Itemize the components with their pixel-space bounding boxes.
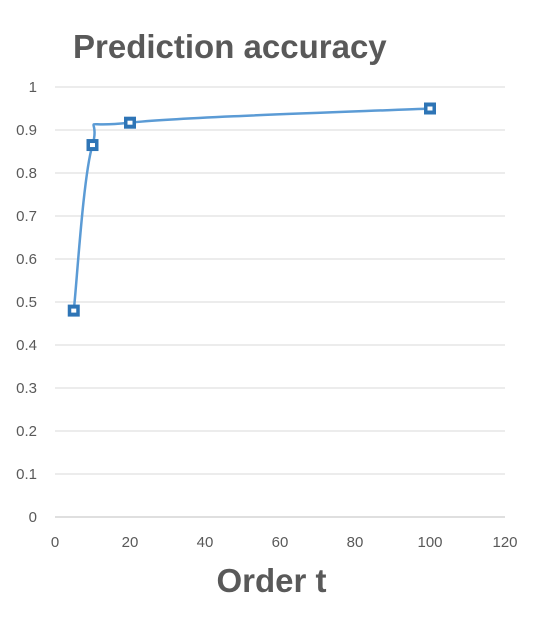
chart-title: Prediction accuracy	[73, 28, 387, 65]
data-point-marker	[67, 304, 80, 317]
y-tick-label: 0.8	[16, 165, 37, 182]
x-tick-label: 40	[197, 534, 214, 551]
y-tick-label: 0.5	[16, 294, 37, 311]
y-tick-label: 0.2	[16, 423, 37, 440]
data-point-marker	[124, 116, 136, 129]
x-tick-label: 0	[51, 534, 59, 551]
x-tick-label: 80	[347, 534, 364, 551]
x-tick-label: 20	[122, 534, 139, 551]
y-tick-label: 0.6	[16, 251, 37, 268]
series-line	[72, 107, 431, 311]
x-tick-label: 120	[492, 534, 517, 551]
y-tick-label: 0.4	[16, 337, 37, 354]
y-tick-label: 0.9	[16, 122, 37, 139]
y-tick-label: 0.1	[16, 466, 37, 483]
series-layer	[67, 102, 436, 317]
y-tick-label: 0	[29, 509, 37, 526]
y-tick-label: 0.3	[16, 380, 37, 397]
gridlines	[55, 86, 505, 518]
x-axis-tick-labels: 0 20 40 60 80 100 120	[51, 534, 518, 551]
data-point-marker	[86, 139, 99, 152]
y-tick-label: 1	[29, 79, 37, 96]
x-tick-label: 100	[417, 534, 442, 551]
data-point-marker	[424, 102, 436, 115]
y-axis-tick-labels: 0 0.1 0.2 0.3 0.4 0.5 0.6 0.7 0.8 0.9 1	[16, 79, 37, 526]
x-tick-label: 60	[272, 534, 289, 551]
y-tick-label: 0.7	[16, 208, 37, 225]
x-axis-title: Order t	[216, 562, 327, 599]
